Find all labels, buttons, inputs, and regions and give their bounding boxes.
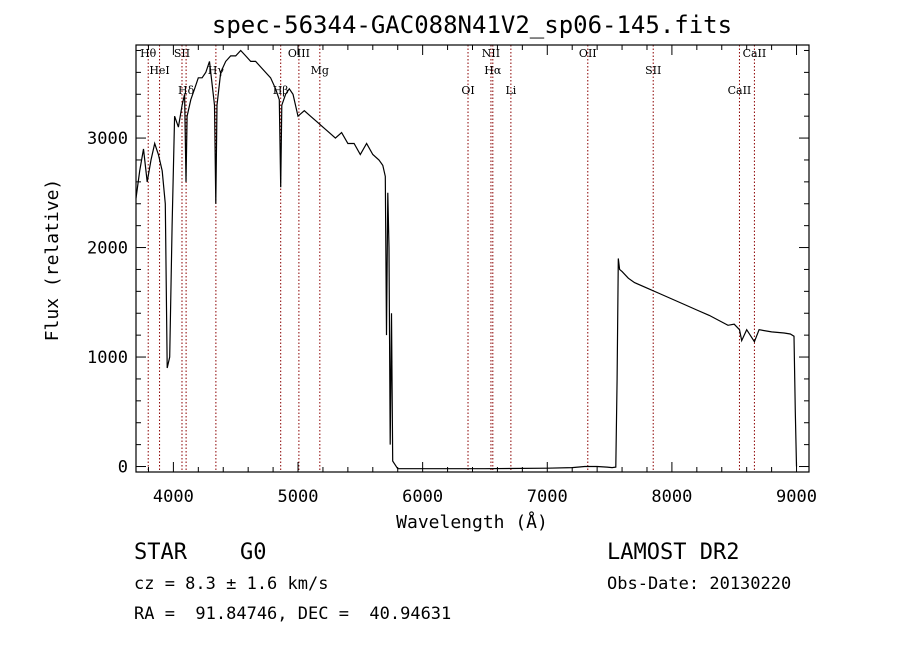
marker-label: CaII [743, 47, 767, 60]
x-tick-label: 4000 [153, 487, 194, 507]
marker-label: OI [461, 84, 474, 97]
chart-title: spec-56344-GAC088N41V2_sp06-145.fits [212, 11, 732, 39]
marker-label: HeI [149, 64, 169, 77]
redshift-cz: cz = 8.3 ± 1.6 km/s [134, 574, 329, 594]
marker-label: Hδ [178, 84, 195, 97]
survey-name: LAMOST DR2 [607, 540, 740, 565]
y-tick-label: 3000 [87, 129, 128, 149]
marker-label: SII [174, 47, 190, 60]
line-markers [147, 45, 755, 472]
marker-label: SII [645, 64, 661, 77]
x-axis-ticks: 4000 5000 6000 7000 8000 9000 [147, 45, 817, 507]
x-tick-label: 9000 [776, 487, 817, 507]
object-subclass: G0 [240, 540, 267, 565]
observation-date: Obs-Date: 20130220 [607, 574, 792, 594]
spectrum-line [135, 49, 798, 470]
marker-label: Hθ [140, 47, 157, 60]
marker-label: Hβ [273, 84, 289, 97]
marker-label: OII [579, 47, 597, 60]
object-class: STAR [134, 540, 187, 565]
x-tick-label: 5000 [278, 487, 319, 507]
x-axis-label: Wavelength (Å) [396, 511, 548, 533]
x-tick-label: 6000 [402, 487, 443, 507]
y-tick-label: 1000 [87, 348, 128, 368]
marker-label: Hα [484, 64, 502, 77]
y-axis-ticks: 0 1000 2000 3000 [87, 49, 809, 478]
marker-label: Mg [311, 64, 329, 77]
coordinates: RA = 91.84746, DEC = 40.94631 [134, 604, 452, 624]
marker-label: NII [482, 47, 500, 60]
marker-label: Li [505, 84, 516, 97]
marker-label: CaII [728, 84, 752, 97]
plot-frame [135, 44, 810, 473]
y-tick-label: 2000 [87, 239, 128, 259]
y-axis-label: Flux (relative) [42, 179, 63, 342]
x-tick-label: 8000 [651, 487, 692, 507]
y-tick-label: 0 [118, 458, 128, 478]
x-tick-label: 7000 [527, 487, 568, 507]
marker-label: OIII [288, 47, 310, 60]
